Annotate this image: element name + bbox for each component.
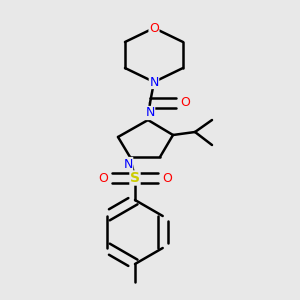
Text: O: O bbox=[149, 22, 159, 34]
Text: O: O bbox=[98, 172, 108, 184]
Text: O: O bbox=[162, 172, 172, 184]
Text: N: N bbox=[123, 158, 133, 170]
Text: N: N bbox=[149, 76, 159, 88]
Text: S: S bbox=[130, 171, 140, 185]
Text: O: O bbox=[180, 97, 190, 110]
Text: N: N bbox=[145, 106, 155, 119]
